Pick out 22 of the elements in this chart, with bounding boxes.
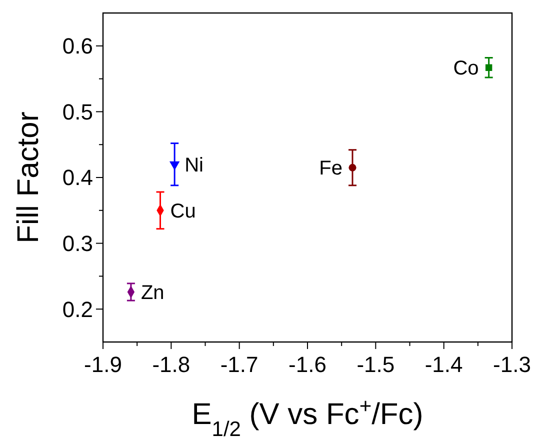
x-tick-label: -1.6 xyxy=(288,352,326,377)
y-tick-label: 0.6 xyxy=(62,34,93,59)
y-tick-label: 0.5 xyxy=(62,99,93,124)
series-label: Cu xyxy=(170,200,196,222)
x-tick-label: -1.3 xyxy=(493,352,531,377)
y-axis-title: Fill Factor xyxy=(12,112,45,244)
x-tick-label: -1.8 xyxy=(152,352,190,377)
x-tick-label: -1.5 xyxy=(356,352,395,377)
x-axis-title: E$_{1/2}$ (V vs Fc$^{+}$/Fc) xyxy=(192,394,424,440)
x-tick-label: -1.4 xyxy=(424,352,463,377)
series-label: Co xyxy=(453,58,479,80)
point xyxy=(485,64,492,71)
point xyxy=(348,164,356,172)
y-tick-label: 0.4 xyxy=(62,165,93,190)
y-tick-label: 0.2 xyxy=(62,296,93,322)
x-tick-label: -1.9 xyxy=(84,352,122,377)
x-tick-label: -1.7 xyxy=(220,352,258,377)
point xyxy=(169,161,180,170)
series-label: Zn xyxy=(140,282,164,304)
y-tick-label: 0.3 xyxy=(62,231,93,256)
series-label: Fe xyxy=(319,158,342,180)
series-label: Ni xyxy=(184,154,204,176)
